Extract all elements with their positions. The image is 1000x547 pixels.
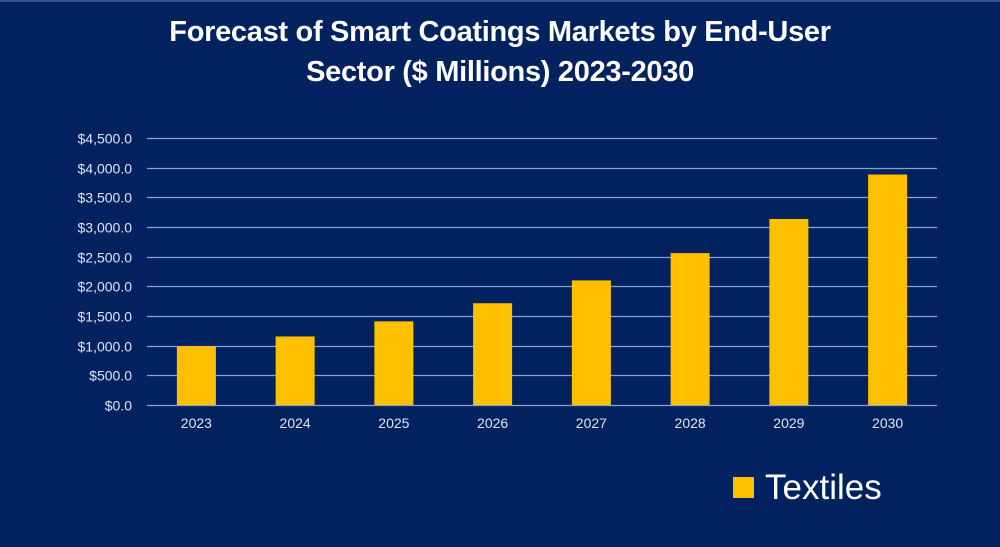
y-tick-label: $1,000.0 bbox=[78, 339, 133, 355]
bar-2029 bbox=[769, 218, 809, 405]
y-tick-label: $2,000.0 bbox=[78, 279, 133, 295]
chart-title-line-2: Sector ($ Millions) 2023-2030 bbox=[306, 56, 694, 88]
y-tick-label: $4,000.0 bbox=[78, 161, 133, 177]
chart-title-line-1: Forecast of Smart Coatings Markets by En… bbox=[169, 16, 831, 48]
y-tick-label: $3,000.0 bbox=[78, 220, 133, 236]
top-border bbox=[0, 0, 1000, 2]
y-tick-label: $1,500.0 bbox=[78, 309, 133, 325]
y-tick-label: $500.0 bbox=[89, 368, 132, 384]
y-tick-label: $2,500.0 bbox=[78, 250, 133, 266]
legend: Textiles bbox=[733, 468, 882, 507]
x-tick-label: 2028 bbox=[675, 415, 706, 431]
bar-2023 bbox=[176, 346, 216, 405]
bar-2027 bbox=[571, 280, 611, 405]
legend-label-textiles: Textiles bbox=[765, 468, 882, 507]
y-tick-label: $3,500.0 bbox=[78, 190, 133, 206]
bar-2025 bbox=[374, 321, 414, 405]
bar-2028 bbox=[670, 253, 710, 405]
y-tick-label: $0.0 bbox=[105, 398, 132, 414]
x-tick-label: 2025 bbox=[378, 415, 409, 431]
bars bbox=[176, 174, 908, 405]
x-tick-label: 2027 bbox=[576, 415, 607, 431]
bar-2026 bbox=[473, 303, 513, 405]
bar-2030 bbox=[868, 174, 908, 405]
x-tick-label: 2030 bbox=[872, 415, 903, 431]
x-tick-label: 2024 bbox=[280, 415, 311, 431]
y-axis-tick-labels: $0.0 $500.0 $1,000.0 $1,500.0 $2,000.0 $2,500… bbox=[78, 131, 133, 414]
x-axis-tick-labels: 2023 2024 2025 2026 2027 2028 2029 2030 bbox=[181, 415, 904, 431]
legend-swatch-textiles bbox=[733, 477, 754, 498]
x-tick-label: 2029 bbox=[773, 415, 804, 431]
x-tick-label: 2026 bbox=[477, 415, 508, 431]
bar-2024 bbox=[275, 336, 315, 405]
chart-title: Forecast of Smart Coatings Markets by En… bbox=[0, 12, 1000, 92]
gridlines bbox=[147, 137, 937, 407]
y-tick-label: $4,500.0 bbox=[78, 131, 133, 147]
x-tick-label: 2023 bbox=[181, 415, 212, 431]
